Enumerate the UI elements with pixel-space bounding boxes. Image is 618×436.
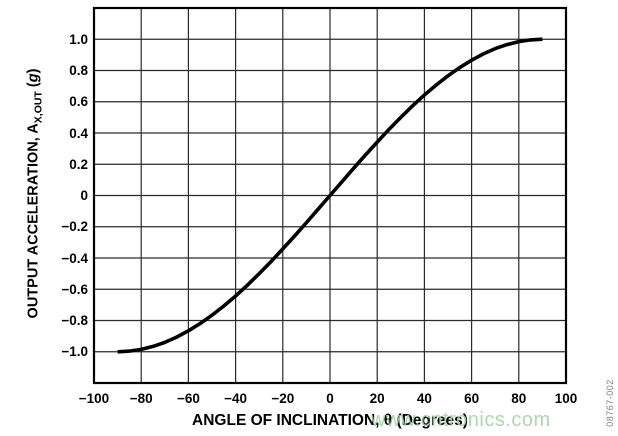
x-tick-label: 40 [416,391,432,406]
x-tick-label: 80 [511,391,527,406]
y-tick-label: 0 [80,188,88,203]
watermark-text: www.cntronics.com [371,409,551,431]
x-tick-label: 100 [554,391,578,406]
data-curve-output-acceleration-vs-angle [117,37,543,354]
y-tick-label: 0.6 [69,94,88,110]
x-tick-label: 20 [369,391,385,406]
y-tick-label: 1.0 [69,31,88,47]
y-tick-label: −0.8 [61,313,88,328]
y-tick-label: −1.0 [61,344,88,360]
x-tick-label: −40 [224,391,248,406]
y-tick-label: 0.2 [69,156,88,172]
x-tick-label: −60 [176,391,200,406]
x-tick-label: 0 [326,391,334,406]
y-axis-title-close-paren: ) [25,68,42,74]
y-axis-title: OUTPUT ACCELERATION, AX,OUT (g) [26,26,45,362]
y-axis-title-open-paren: ( [25,82,42,92]
y-tick-label: −0.4 [61,250,88,266]
y-tick-label: −0.6 [61,281,88,297]
x-tick-label: 60 [464,391,480,406]
x-tick-label: −100 [78,391,110,406]
y-tick-label: 0.4 [69,125,88,141]
figure-number: 08767-002 [605,379,615,427]
y-axis-title-subscript: X,OUT [32,91,45,124]
y-tick-label: 0.8 [69,63,88,78]
x-tick-label: −80 [129,391,153,406]
y-tick-label: −0.2 [61,219,88,235]
x-tick-label: −20 [271,391,295,406]
y-axis-title-text: OUTPUT ACCELERATION, A [25,123,42,319]
x-axis-title: ANGLE OF INCLINATION, θ (Degrees) [192,412,468,429]
plot-border [92,6,568,385]
y-axis-title-unit: g [25,73,42,83]
